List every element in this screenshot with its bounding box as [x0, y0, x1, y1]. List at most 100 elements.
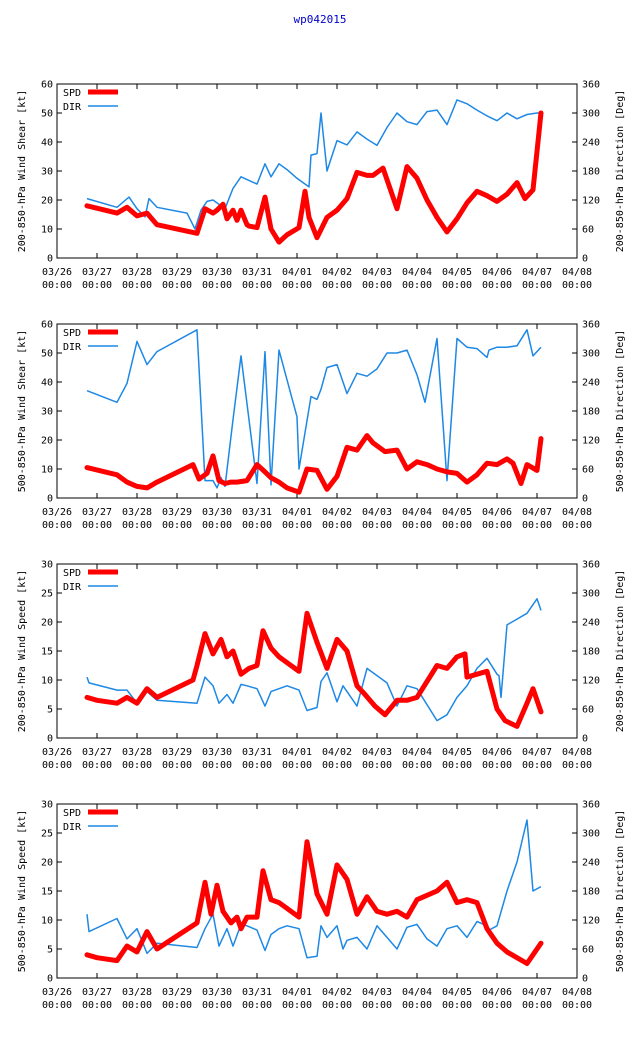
x-tick-label-date: 03/28	[122, 747, 152, 758]
x-tick-label-date: 03/29	[162, 747, 192, 758]
x-tick-label-time: 00:00	[322, 520, 352, 531]
x-tick-label-time: 00:00	[242, 280, 272, 291]
x-tick-label-time: 00:00	[562, 520, 592, 531]
x-tick-label-time: 00:00	[42, 1000, 72, 1011]
y-tick-label: 40	[41, 138, 53, 149]
x-tick-label-time: 00:00	[202, 1000, 232, 1011]
spd-series-line	[84, 433, 544, 495]
chart-panel-3: 05101520253006012018024030036003/2600:00…	[17, 560, 626, 772]
x-tick-label-date: 04/03	[362, 747, 392, 758]
legend-label-dir: DIR	[63, 582, 82, 593]
dir-series-line	[86, 99, 541, 230]
x-tick-label-time: 00:00	[42, 520, 72, 531]
x-tick-label-date: 04/01	[282, 507, 312, 518]
x-tick-label-date: 03/28	[122, 267, 152, 278]
y-tick-label: 25	[41, 829, 53, 840]
x-tick-label-time: 00:00	[522, 760, 552, 771]
x-tick-label-time: 00:00	[322, 760, 352, 771]
y2-tick-label: 0	[582, 254, 588, 265]
y2-tick-label: 300	[582, 109, 600, 120]
x-tick-label-date: 04/08	[562, 747, 592, 758]
y2-tick-label: 120	[582, 436, 600, 447]
y-tick-label: 20	[41, 196, 53, 207]
dir-series-line	[86, 329, 542, 489]
x-tick-label-date: 04/04	[402, 987, 432, 998]
y2-tick-label: 360	[582, 560, 600, 571]
x-tick-label-date: 03/26	[42, 987, 72, 998]
y-axis-label: 500-850-hPa Wind Shear [kt]	[17, 330, 28, 493]
chart-panel-4: 05101520253006012018024030036003/2600:00…	[17, 800, 626, 1012]
x-tick-label-time: 00:00	[442, 1000, 472, 1011]
y-tick-label: 20	[41, 858, 53, 869]
y2-tick-label: 360	[582, 320, 600, 331]
x-tick-label-date: 04/01	[282, 747, 312, 758]
chart-panel-2: 0 10 20 30 40 50 60 0 60 120 180 240 300 360 03/26 00:0…	[17, 320, 626, 532]
x-tick-label-time: 00:00	[562, 760, 592, 771]
y2-tick-label: 0	[582, 974, 588, 985]
x-tick-label-date: 03/27	[82, 747, 112, 758]
y2-tick-label: 300	[582, 349, 600, 360]
y2-tick-label: 300	[582, 589, 600, 600]
x-tick-label-time: 00:00	[482, 1000, 512, 1011]
spd-series-line	[84, 610, 544, 729]
legend: SPD DIR	[63, 568, 118, 593]
y-tick-label: 50	[41, 349, 53, 360]
y2-axis-label: 500-850-hPa Direction [Deg]	[615, 330, 626, 493]
x-tick-label-time: 00:00	[282, 1000, 312, 1011]
x-tick-label-date: 04/08	[562, 987, 592, 998]
dir-series-line	[86, 598, 542, 722]
y2-tick-label: 120	[582, 676, 600, 687]
y-tick-label: 0	[47, 734, 53, 745]
x-tick-label-time: 00:00	[482, 520, 512, 531]
x-tick-label-date: 04/03	[362, 507, 392, 518]
y2-tick-label: 180	[582, 647, 600, 658]
x-tick-label-time: 00:00	[322, 1000, 352, 1011]
x-tick-label-time: 00:00	[402, 760, 432, 771]
x-tick-label-time: 00:00	[522, 520, 552, 531]
y2-tick-label: 240	[582, 378, 600, 389]
x-tick-label-date: 04/08	[562, 267, 592, 278]
x-tick-label-time: 00:00	[482, 280, 512, 291]
x-tick-label-time: 00:00	[162, 1000, 192, 1011]
x-tick-label-date: 04/07	[522, 267, 552, 278]
legend-label-spd: SPD	[63, 328, 81, 339]
y-tick-label: 30	[41, 800, 53, 811]
x-tick-label-date: 03/31	[242, 267, 272, 278]
legend-label-dir: DIR	[63, 342, 82, 353]
y2-tick-label: 0	[582, 494, 588, 505]
x-tick-label-date: 04/07	[522, 507, 552, 518]
x-tick-label-date: 03/28	[122, 987, 152, 998]
x-tick-label-date: 04/07	[522, 987, 552, 998]
y2-tick-label: 300	[582, 829, 600, 840]
y2-tick-label: 60	[582, 225, 594, 236]
y-tick-label: 15	[41, 887, 53, 898]
y-tick-label: 5	[47, 945, 53, 956]
x-tick-label-time: 00:00	[362, 280, 392, 291]
dir-series-line	[86, 819, 542, 959]
y-tick-label: 60	[41, 80, 53, 91]
x-tick-label-time: 00:00	[322, 280, 352, 291]
legend-label-dir: DIR	[63, 822, 82, 833]
legend: SPD DIR	[63, 328, 118, 353]
x-tick-label-date: 04/03	[362, 267, 392, 278]
x-tick-label-date: 04/06	[482, 267, 512, 278]
legend-label-spd: SPD	[63, 808, 81, 819]
y-axis-label: 500-850-hPa Wind Speed [kt]	[17, 810, 28, 973]
y2-tick-label: 0	[582, 734, 588, 745]
y-tick-label: 30	[41, 407, 53, 418]
x-tick-label-time: 00:00	[122, 520, 152, 531]
y2-tick-label: 120	[582, 916, 600, 927]
y-tick-label: 0	[47, 494, 53, 505]
x-tick-label-date: 04/02	[322, 267, 352, 278]
y-tick-label: 60	[41, 320, 53, 331]
x-tick-label-time: 00:00	[162, 760, 192, 771]
x-tick-label-time: 00:00	[362, 520, 392, 531]
x-tick-label-date: 03/29	[162, 987, 192, 998]
x-tick-label-date: 04/03	[362, 987, 392, 998]
y-tick-label: 20	[41, 436, 53, 447]
y-tick-label: 0	[47, 974, 53, 985]
x-tick-label-date: 04/06	[482, 507, 512, 518]
x-tick-label-time: 00:00	[362, 1000, 392, 1011]
chart-title: wp042015	[293, 13, 347, 26]
